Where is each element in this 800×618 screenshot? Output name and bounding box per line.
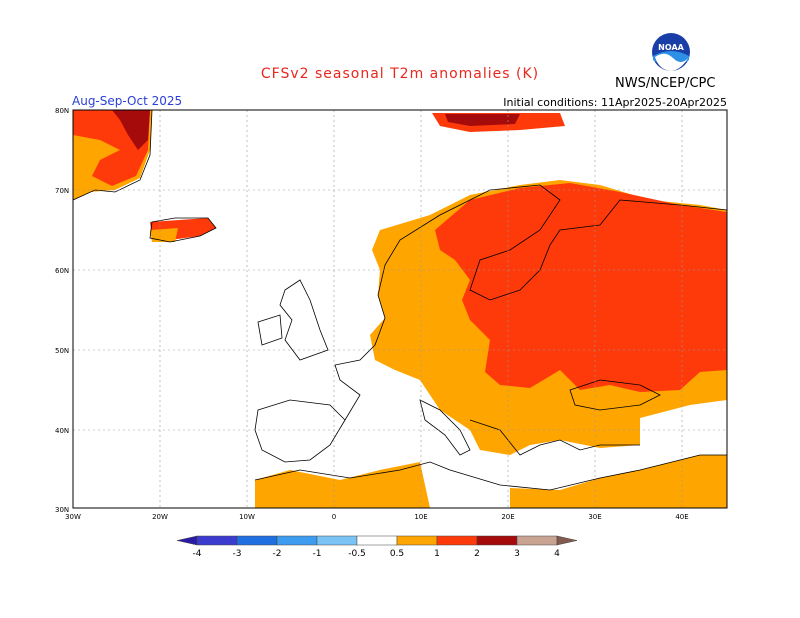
north-africa-coast: [254, 454, 727, 491]
map-title: CFSv2 seasonal T2m anomalies (K): [260, 66, 540, 82]
lon-label: 20W: [152, 513, 168, 521]
colorbar-segment: [516, 535, 558, 546]
anomaly-shading: [73, 110, 727, 508]
colorbar-segment: [316, 535, 358, 546]
colorbar-label: 0.5: [390, 549, 404, 559]
greenland-anomaly-peak: [112, 110, 150, 150]
map-frame: [72, 109, 728, 509]
map-border: [72, 109, 728, 509]
colorbar-arrow-low: [176, 535, 198, 546]
lon-label: 10E: [414, 513, 427, 521]
colorbar: -4 -3 -2 -1 -0.5 0.5 1 2 3 4: [176, 535, 578, 559]
lon-label: 0: [332, 513, 336, 521]
colorbar-label: -0.5: [348, 549, 366, 559]
colorbar-segment: [236, 535, 278, 546]
agency-label: NWS/NCEP/CPC: [615, 76, 716, 91]
colorbar-label: -1: [313, 549, 322, 559]
lon-label: 30W: [65, 513, 81, 521]
lon-label: 20E: [501, 513, 514, 521]
iberia-coast: [254, 399, 346, 463]
colorbar-segment: [476, 535, 518, 546]
season-label: Aug-Sep-Oct 2025: [72, 94, 183, 108]
colorbar-segment: [436, 535, 478, 546]
initial-conditions-label: Initial conditions: 11Apr2025-20Apr2025: [503, 96, 727, 109]
lon-labels: 30W 20W 10W 0 10E 20E 30E 40E: [65, 513, 689, 521]
colorbar-label: -2: [273, 549, 282, 559]
coastlines: [72, 109, 728, 491]
colorbar-label: -3: [233, 549, 242, 559]
italy-coast: [419, 399, 471, 456]
lat-label: 60N: [55, 267, 69, 275]
lat-label: 80N: [55, 107, 69, 115]
colorbar-label: 3: [514, 549, 520, 559]
colorbar-segment: [196, 535, 238, 546]
north-africa-anomaly: [255, 462, 430, 508]
colorbar-segment: [276, 535, 318, 546]
lat-label: 70N: [55, 187, 69, 195]
svalbard-anomaly-peak: [445, 114, 520, 126]
lat-label: 40N: [55, 427, 69, 435]
black-sea-coast: [569, 379, 661, 411]
lat-labels: 80N 70N 60N 50N 40N 30N: [55, 107, 69, 514]
colorbar-label: 2: [474, 549, 480, 559]
lat-label: 50N: [55, 347, 69, 355]
colorbar-label: -4: [193, 549, 202, 559]
colorbar-arrow-high: [556, 535, 578, 546]
lon-label: 10W: [239, 513, 255, 521]
lon-label: 40E: [675, 513, 688, 521]
colorbar-label: 1: [434, 549, 440, 559]
greenland-coast: [72, 109, 153, 201]
graticule: [73, 110, 727, 508]
lon-label: 30E: [588, 513, 601, 521]
colorbar-label: 4: [554, 549, 560, 559]
iceland-anomaly-mod: [150, 228, 178, 242]
europe-coast: [334, 184, 728, 421]
lat-label: 30N: [55, 506, 69, 514]
colorbar-segment: [396, 535, 438, 546]
colorbar-segment: [356, 535, 398, 546]
iceland-coast: [149, 217, 217, 243]
balkans-coast: [469, 419, 640, 456]
logo-text: NOAA: [658, 43, 684, 52]
uk-coast: [279, 279, 329, 361]
north-africa-anomaly-east: [510, 455, 727, 508]
ireland-coast: [257, 314, 283, 346]
noaa-logo-icon: NOAA: [652, 33, 690, 71]
